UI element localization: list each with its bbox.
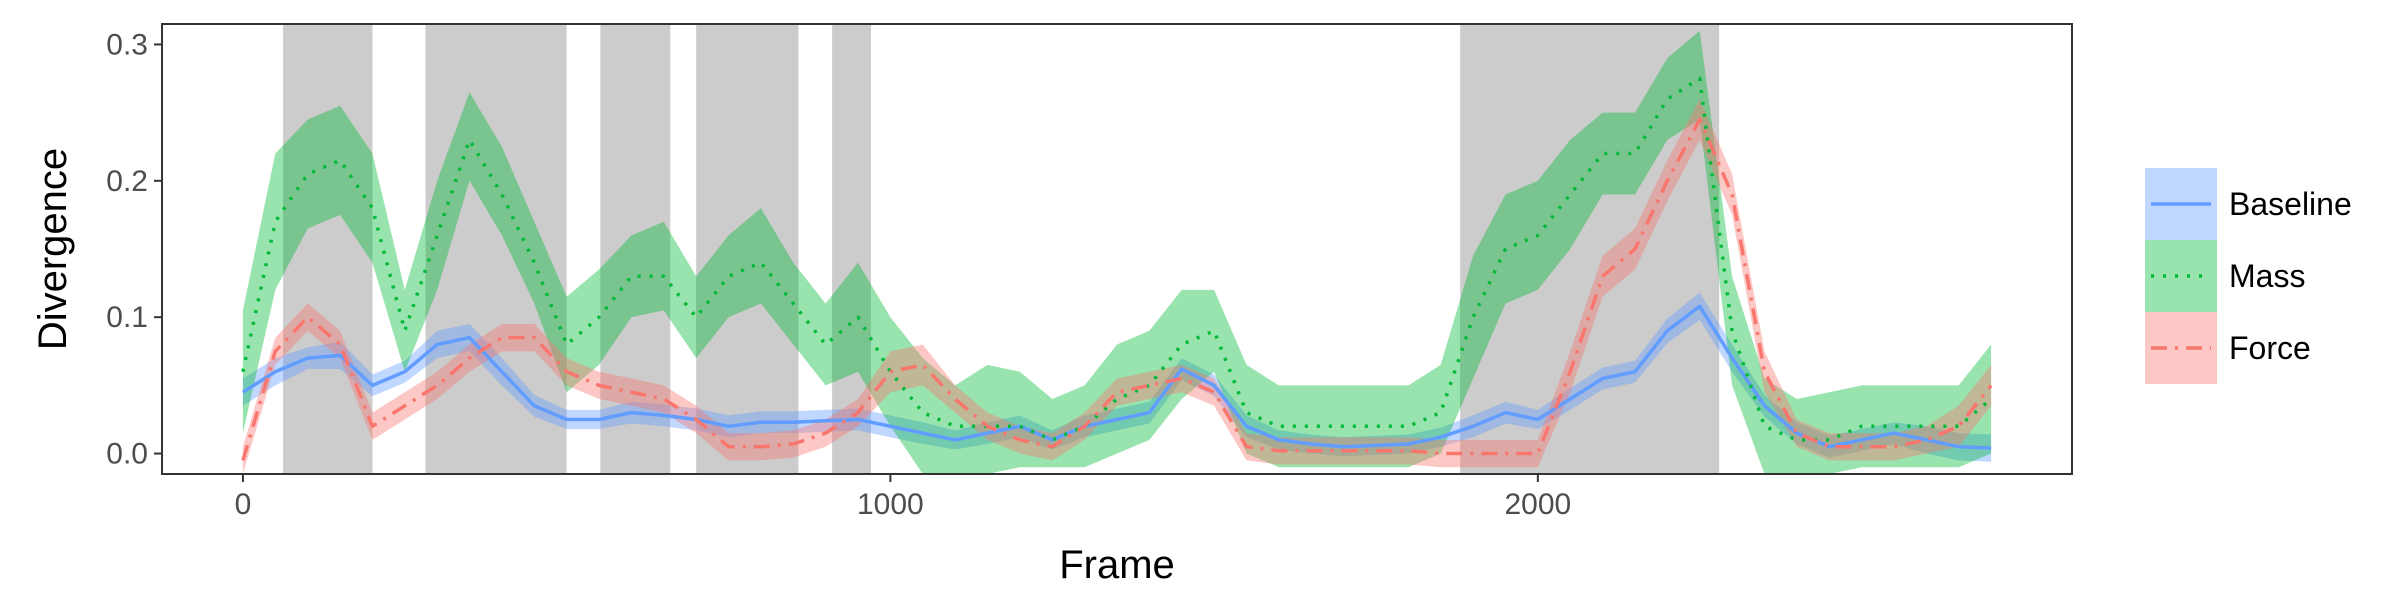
y-tick-label: 0.0 [106,438,148,471]
legend-item-force: Force [2145,312,2311,384]
axes: 0 1000 2000 0.0 0.1 0.2 0.3 [106,28,1571,521]
legend-label: Force [2229,330,2311,366]
series-line-force [241,117,1993,461]
plot-panel-border [161,23,2073,475]
shaded-region [425,24,567,474]
shaded-region [696,24,799,474]
x-tick-label: 0 [235,488,252,521]
series-line-baseline [241,304,1992,450]
series-lines [241,76,1993,461]
confidence-band-force [242,99,1992,474]
x-tick-label: 1000 [857,488,924,521]
legend-item-baseline: Baseline [2145,168,2352,240]
confidence-band-baseline [242,292,1992,462]
shaded-region [283,24,373,474]
shaded-region [1460,24,1720,474]
confidence-bands [242,30,1992,475]
series-line-mass [241,76,1993,442]
y-tick-label: 0.3 [106,28,148,61]
confidence-band-mass [242,30,1992,475]
x-axis-title: Frame [1059,543,1175,587]
y-axis-title: Divergence [31,148,75,350]
legend-label: Baseline [2229,186,2352,222]
y-tick-label: 0.2 [106,165,148,198]
legend: Baseline Mass Force [2145,168,2352,384]
legend-label: Mass [2229,258,2305,294]
shaded-region [832,24,871,474]
shaded-regions [283,24,1720,474]
legend-item-mass: Mass [2145,240,2305,312]
y-tick-label: 0.1 [106,301,148,334]
legend-key-fill [2145,240,2217,312]
x-tick-label: 2000 [1504,488,1571,521]
shaded-region [600,24,671,474]
